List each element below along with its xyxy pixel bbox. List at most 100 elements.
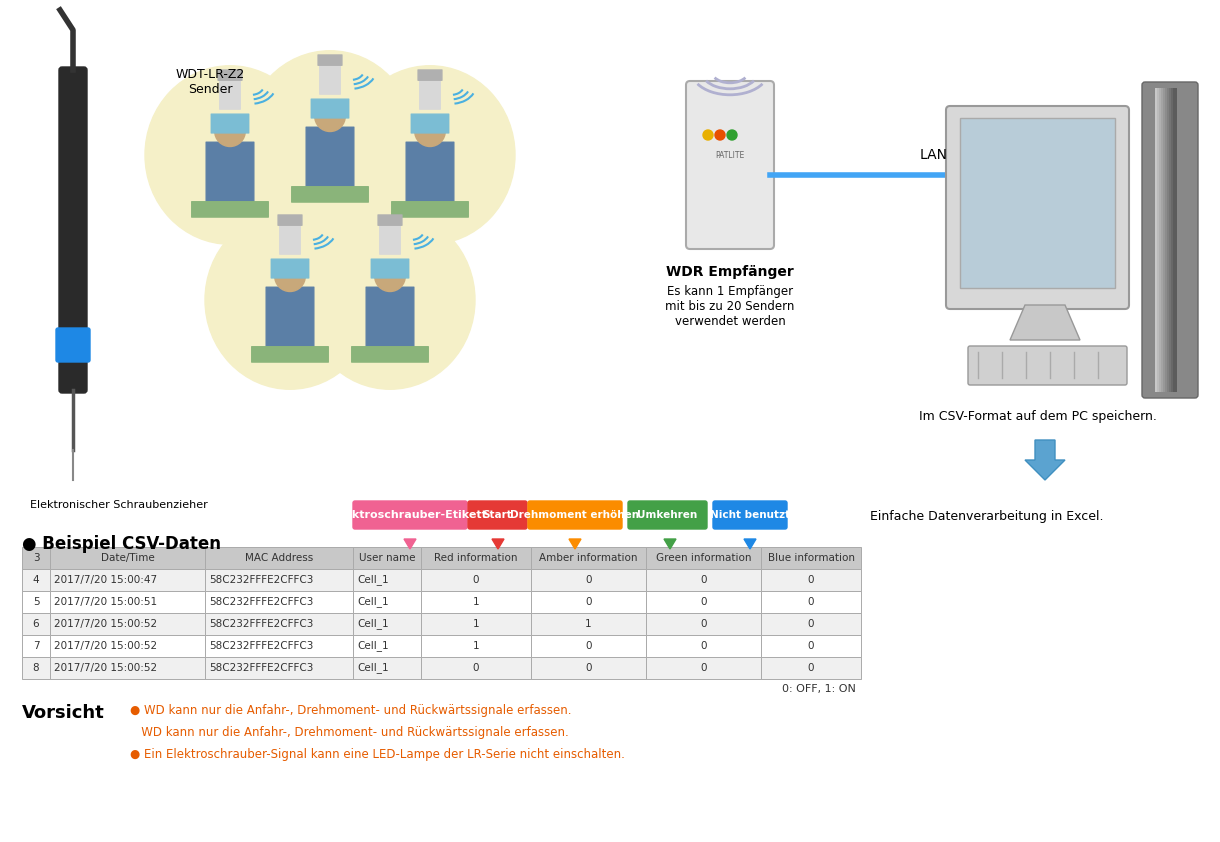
Text: Blue information: Blue information — [767, 553, 854, 563]
FancyBboxPatch shape — [351, 347, 428, 362]
Text: 0: 0 — [808, 575, 814, 585]
FancyBboxPatch shape — [647, 635, 761, 657]
Text: 3: 3 — [33, 553, 39, 563]
FancyBboxPatch shape — [1172, 88, 1177, 392]
FancyBboxPatch shape — [1168, 88, 1171, 392]
FancyBboxPatch shape — [1163, 88, 1168, 392]
Text: 0: 0 — [700, 641, 706, 651]
Text: 5: 5 — [33, 597, 39, 607]
Circle shape — [315, 101, 345, 131]
FancyBboxPatch shape — [50, 613, 205, 635]
FancyBboxPatch shape — [220, 77, 240, 109]
Text: Elektroschrauber-Etikett: Elektroschrauber-Etikett — [333, 510, 487, 520]
FancyBboxPatch shape — [1165, 88, 1169, 392]
FancyBboxPatch shape — [205, 569, 353, 591]
FancyBboxPatch shape — [531, 657, 647, 679]
Text: Umkehren: Umkehren — [637, 510, 698, 520]
FancyBboxPatch shape — [531, 547, 647, 569]
FancyBboxPatch shape — [411, 115, 449, 133]
FancyBboxPatch shape — [371, 259, 409, 278]
FancyBboxPatch shape — [205, 635, 353, 657]
Text: ● Beispiel CSV-Daten: ● Beispiel CSV-Daten — [22, 535, 221, 553]
Text: 1: 1 — [472, 597, 479, 607]
FancyBboxPatch shape — [761, 591, 861, 613]
Text: 0: 0 — [700, 663, 706, 673]
FancyBboxPatch shape — [1142, 82, 1198, 398]
FancyBboxPatch shape — [22, 569, 50, 591]
FancyBboxPatch shape — [686, 81, 773, 249]
FancyBboxPatch shape — [192, 202, 268, 217]
Text: Red information: Red information — [434, 553, 517, 563]
FancyBboxPatch shape — [960, 118, 1115, 288]
Text: Cell_1: Cell_1 — [357, 663, 389, 674]
Text: User name: User name — [359, 553, 415, 563]
FancyBboxPatch shape — [647, 657, 761, 679]
FancyBboxPatch shape — [320, 61, 340, 94]
FancyBboxPatch shape — [59, 67, 87, 393]
FancyBboxPatch shape — [712, 501, 787, 529]
Text: 58C232FFFE2CFFC3: 58C232FFFE2CFFC3 — [209, 619, 314, 629]
Text: Einfache Datenverarbeitung in Excel.: Einfache Datenverarbeitung in Excel. — [870, 510, 1104, 523]
FancyBboxPatch shape — [205, 547, 353, 569]
FancyBboxPatch shape — [22, 547, 50, 569]
FancyBboxPatch shape — [528, 501, 622, 529]
FancyBboxPatch shape — [50, 657, 205, 679]
Text: 0: 0 — [473, 575, 479, 585]
FancyBboxPatch shape — [279, 221, 300, 254]
Text: 0: 0 — [808, 597, 814, 607]
Circle shape — [215, 116, 245, 147]
Text: ● Ein Elektroschrauber-Signal kann eine LED-Lampe der LR-Serie nicht einschalten: ● Ein Elektroschrauber-Signal kann eine … — [131, 748, 625, 761]
FancyBboxPatch shape — [218, 70, 242, 80]
Circle shape — [703, 130, 712, 140]
Text: Cell_1: Cell_1 — [357, 596, 389, 607]
Ellipse shape — [145, 66, 315, 244]
FancyBboxPatch shape — [531, 613, 647, 635]
Text: Cell_1: Cell_1 — [357, 641, 389, 652]
FancyBboxPatch shape — [531, 569, 647, 591]
Polygon shape — [1010, 305, 1080, 340]
FancyBboxPatch shape — [420, 77, 440, 109]
Text: 58C232FFFE2CFFC3: 58C232FFFE2CFFC3 — [209, 597, 314, 607]
Text: Amber information: Amber information — [539, 553, 638, 563]
Text: 0: 0 — [586, 575, 592, 585]
FancyBboxPatch shape — [647, 613, 761, 635]
Text: 0: 0 — [586, 597, 592, 607]
Ellipse shape — [305, 210, 475, 389]
Text: 6: 6 — [33, 619, 39, 629]
FancyBboxPatch shape — [421, 635, 531, 657]
Text: MAC Address: MAC Address — [245, 553, 314, 563]
FancyBboxPatch shape — [647, 591, 761, 613]
Polygon shape — [404, 539, 416, 549]
FancyBboxPatch shape — [647, 569, 761, 591]
FancyBboxPatch shape — [1159, 88, 1163, 392]
FancyBboxPatch shape — [406, 142, 454, 202]
FancyBboxPatch shape — [353, 613, 421, 635]
Text: 2017/7/20 15:00:52: 2017/7/20 15:00:52 — [54, 619, 157, 629]
FancyBboxPatch shape — [628, 501, 708, 529]
FancyBboxPatch shape — [251, 347, 328, 362]
FancyBboxPatch shape — [1155, 88, 1159, 392]
Text: PATLITE: PATLITE — [715, 151, 744, 159]
FancyBboxPatch shape — [211, 115, 249, 133]
FancyBboxPatch shape — [468, 501, 527, 529]
FancyBboxPatch shape — [50, 635, 205, 657]
Text: WDT-LR-Z2
Sender: WDT-LR-Z2 Sender — [176, 68, 245, 96]
Ellipse shape — [245, 51, 415, 229]
Text: 0: 0 — [473, 663, 479, 673]
Text: Nicht benutzt: Nicht benutzt — [710, 510, 791, 520]
FancyBboxPatch shape — [50, 591, 205, 613]
FancyBboxPatch shape — [379, 221, 400, 254]
Text: Drehmoment erhöhen: Drehmoment erhöhen — [510, 510, 639, 520]
Text: ● WD kann nur die Anfahr-, Drehmoment- und Rückwärtssignale erfassen.: ● WD kann nur die Anfahr-, Drehmoment- u… — [131, 704, 571, 717]
Text: Green information: Green information — [656, 553, 752, 563]
Text: WDR Empfänger: WDR Empfänger — [666, 265, 794, 279]
FancyBboxPatch shape — [311, 99, 349, 118]
Polygon shape — [492, 539, 504, 549]
Circle shape — [715, 130, 725, 140]
Text: Elektronischer Schraubenzieher: Elektronischer Schraubenzieher — [30, 500, 207, 510]
FancyBboxPatch shape — [366, 287, 414, 347]
Text: 2017/7/20 15:00:52: 2017/7/20 15:00:52 — [54, 663, 157, 673]
FancyBboxPatch shape — [647, 547, 761, 569]
FancyBboxPatch shape — [421, 657, 531, 679]
Text: 2017/7/20 15:00:52: 2017/7/20 15:00:52 — [54, 641, 157, 651]
